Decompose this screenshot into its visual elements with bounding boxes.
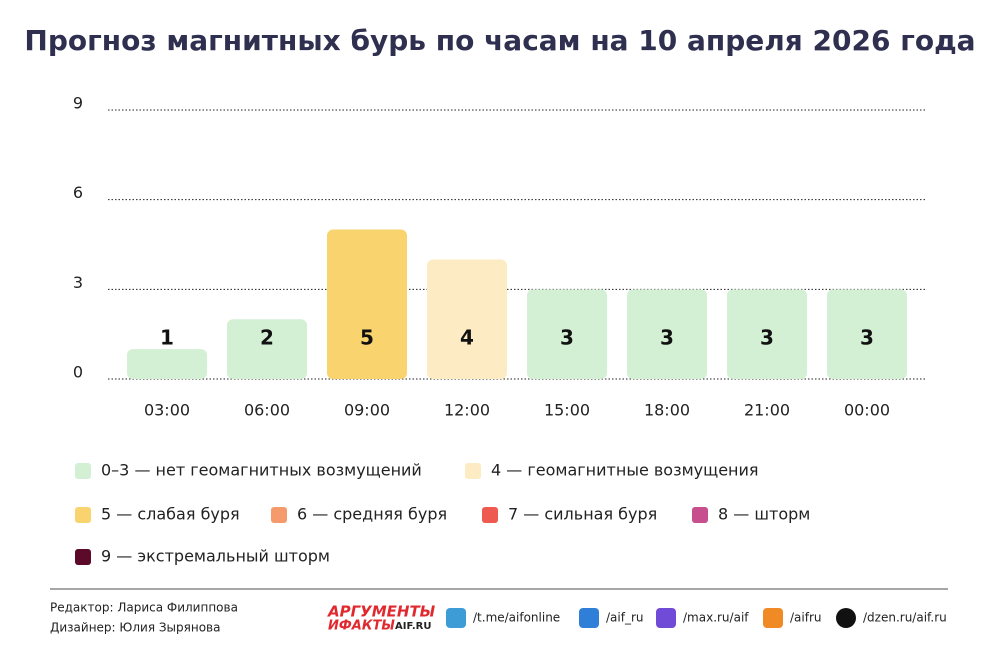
logo: АРГУМЕНТЫ <box>327 603 436 621</box>
x-tick-label: 12:00 <box>444 401 490 420</box>
legend-swatch <box>75 549 91 565</box>
editor: Редактор: Лариса Филиппова <box>50 601 238 615</box>
social-link[interactable]: /aif_ru <box>606 611 644 625</box>
y-tick-label: 9 <box>73 94 83 113</box>
logo: ИФАКТЫ <box>328 619 395 634</box>
bar <box>727 289 807 379</box>
social-icon[interactable] <box>836 608 856 628</box>
y-tick-label: 6 <box>73 183 83 202</box>
data-label: 3 <box>660 326 674 350</box>
data-label: 4 <box>460 326 474 350</box>
bar <box>227 319 307 379</box>
legend-label: 9 — экстремальный шторм <box>101 547 330 566</box>
legend-label: 6 — средняя буря <box>297 505 447 524</box>
x-tick-label: 15:00 <box>544 401 590 420</box>
social-icon[interactable] <box>579 608 599 628</box>
x-tick-label: 21:00 <box>744 401 790 420</box>
bar <box>827 289 907 379</box>
bar <box>127 349 207 379</box>
data-label: 3 <box>860 326 874 350</box>
data-label: 2 <box>260 326 274 350</box>
legend-swatch <box>271 507 287 523</box>
designer: Дизайнер: Юлия Зырянова <box>50 621 220 635</box>
chart-title: Прогноз магнитных бурь по часам на 10 ап… <box>24 24 975 57</box>
bar <box>527 289 607 379</box>
social-icon[interactable] <box>446 608 466 628</box>
legend-label: 5 — слабая буря <box>101 505 240 524</box>
x-tick-label: 00:00 <box>844 401 890 420</box>
data-label: 5 <box>360 326 374 350</box>
legend-swatch <box>482 507 498 523</box>
social-icon[interactable] <box>656 608 676 628</box>
x-tick-label: 06:00 <box>244 401 290 420</box>
y-tick-label: 3 <box>73 273 83 292</box>
legend-swatch <box>465 463 481 479</box>
legend-swatch <box>75 463 91 479</box>
x-tick-label: 18:00 <box>644 401 690 420</box>
social-link[interactable]: /dzen.ru/aif.ru <box>863 611 947 625</box>
legend-label: 7 — сильная буря <box>508 505 657 524</box>
legend-swatch <box>75 507 91 523</box>
legend-label: 4 — геомагнитные возмущения <box>491 461 759 480</box>
social-icon[interactable] <box>763 608 783 628</box>
social-link[interactable]: /aifru <box>790 611 822 625</box>
bar <box>627 289 707 379</box>
social-link[interactable]: /max.ru/aif <box>683 611 749 625</box>
social-link[interactable]: /t.me/aifonline <box>473 611 560 625</box>
legend-label: 8 — шторм <box>718 505 810 524</box>
y-tick-label: 0 <box>73 363 83 382</box>
data-label: 3 <box>760 326 774 350</box>
legend-swatch <box>692 507 708 523</box>
logo-site: AIF.RU <box>395 621 431 632</box>
data-label: 3 <box>560 326 574 350</box>
legend-label: 0–3 — нет геомагнитных возмущений <box>101 461 422 480</box>
bar <box>427 259 507 379</box>
x-tick-label: 09:00 <box>344 401 390 420</box>
data-label: 1 <box>160 326 174 350</box>
bar <box>327 229 407 379</box>
x-tick-label: 03:00 <box>144 401 190 420</box>
